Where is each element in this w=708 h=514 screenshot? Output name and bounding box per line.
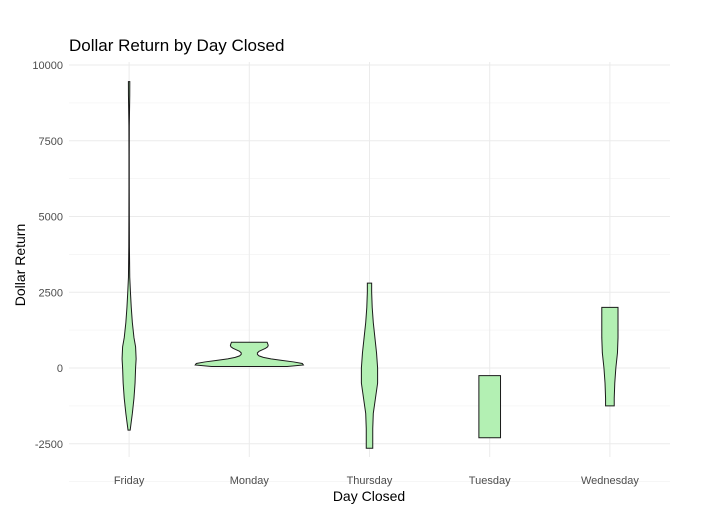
y-tick-label: -2500 [35,439,63,451]
x-tick-label: Monday [230,475,270,487]
x-tick-label: Tuesday [469,475,511,487]
chart-title: Dollar Return by Day Closed [69,36,284,55]
y-tick-label: 7500 [39,136,63,148]
violins [121,81,619,449]
violin-wednesday [601,306,619,407]
violin-tuesday [478,375,502,439]
y-tick-label: 5000 [39,212,63,224]
y-tick-labels: -2500 0 2500 5000 7500 10000 [32,60,63,451]
violin-monday [194,341,305,367]
y-tick-label: 10000 [32,60,63,72]
violin-friday [121,81,137,431]
x-axis-title: Day Closed [333,488,405,504]
x-tick-labels: Friday Monday Thursday Tuesday Wednesday [114,475,640,487]
x-tick-label: Wednesday [581,475,639,487]
x-tick-label: Friday [114,475,145,487]
violin-thursday [360,282,379,449]
y-axis-title: Dollar Return [12,224,28,306]
y-tick-label: 2500 [39,287,63,299]
x-tick-label: Thursday [347,475,393,487]
y-tick-label: 0 [57,363,63,375]
